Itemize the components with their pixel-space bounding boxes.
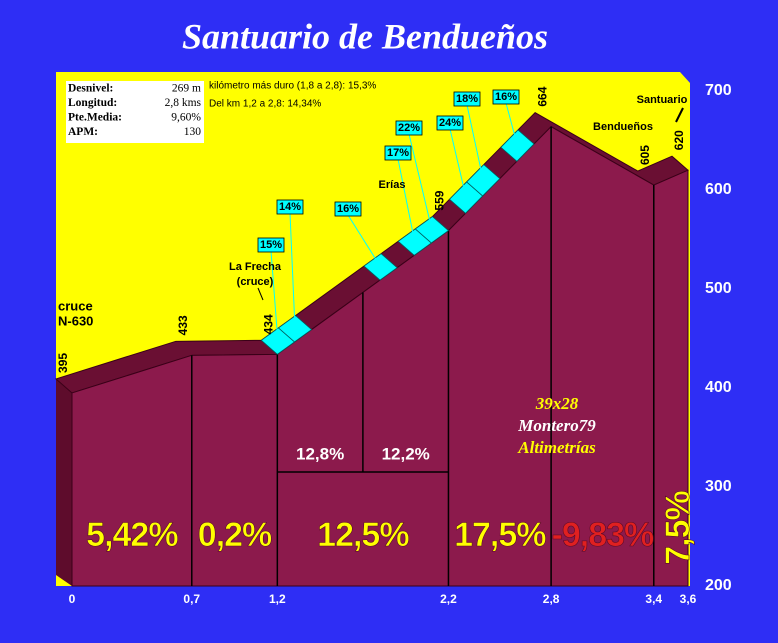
y-tick-label: 400 xyxy=(705,379,732,396)
x-tick-label: 2,8 xyxy=(543,592,560,606)
x-tick-label: 1,2 xyxy=(269,592,286,606)
steep-block xyxy=(260,327,296,355)
y-tick-label: 300 xyxy=(705,478,732,495)
leader-line xyxy=(289,212,296,329)
info-value: 269 m xyxy=(172,83,201,95)
y-tick-label: 700 xyxy=(705,82,732,99)
steep-label-box xyxy=(436,115,464,131)
steep-label: 16% xyxy=(337,203,359,215)
place-pointer xyxy=(675,107,684,123)
steep-label-box xyxy=(395,120,423,136)
grade-label: -9,83% xyxy=(552,516,654,554)
info-label: Pte.Media: xyxy=(68,112,122,124)
x-tick-label: 0,7 xyxy=(183,592,200,606)
leader-line xyxy=(466,104,484,181)
altitude-label: 395 xyxy=(56,353,70,373)
info-label: Longitud: xyxy=(68,97,117,109)
steep-label-box xyxy=(492,89,520,105)
steep-label: 16% xyxy=(495,91,517,103)
steep-label: 14% xyxy=(279,201,301,213)
note: kilómetro más duro (1,8 a 2,8): 15,3% xyxy=(209,81,376,92)
leader-line xyxy=(347,214,381,268)
place-label: (cruce) xyxy=(237,276,274,288)
info-value: 130 xyxy=(184,126,202,138)
note: Del km 1,2 a 2,8: 14,34% xyxy=(209,99,321,110)
place-label: Santuario xyxy=(637,94,688,106)
place-label: Bendueños xyxy=(593,121,653,133)
info-box xyxy=(66,81,204,143)
place-label: N-630 xyxy=(58,313,93,328)
altitude-label: 664 xyxy=(535,86,549,106)
steep-label: 22% xyxy=(398,122,420,134)
leader-line xyxy=(397,158,416,243)
x-tick-label: 2,2 xyxy=(440,592,457,606)
credit: Altimetrías xyxy=(517,438,596,457)
sub-grade-label: 12,2% xyxy=(382,444,430,463)
info-value: 2,8 kms xyxy=(165,97,202,109)
x-tick-label: 3,6 xyxy=(680,592,697,606)
steep-label: 24% xyxy=(439,117,461,129)
grade-label: 5,42% xyxy=(86,516,178,554)
credit: Montero79 xyxy=(517,416,596,435)
leader-line xyxy=(270,250,279,342)
leader-line xyxy=(505,102,518,146)
altitude-label: 620 xyxy=(672,130,686,150)
grade-label: 0,2% xyxy=(198,516,272,554)
place-label: Erías xyxy=(379,179,406,191)
info-value: 9,60% xyxy=(171,112,201,124)
sub-grade-label: 12,8% xyxy=(296,444,344,463)
steep-label: 17% xyxy=(387,147,409,159)
steep-label-box xyxy=(276,199,304,215)
place-label: cruce xyxy=(58,298,93,313)
altitude-label: 433 xyxy=(176,315,190,335)
altitude-label: 434 xyxy=(262,314,276,334)
y-tick-label: 600 xyxy=(705,181,732,198)
steep-block xyxy=(414,216,450,244)
profile-area xyxy=(71,126,689,587)
steep-label-box xyxy=(257,237,285,253)
chart-title: Santuario de Bendueños xyxy=(182,16,548,56)
x-tick-label: 3,4 xyxy=(645,592,662,606)
place-label: La Frecha xyxy=(229,261,282,273)
leader-line xyxy=(449,128,467,198)
grade-label: 17,5% xyxy=(454,516,546,554)
grade-label: 7,5% xyxy=(659,490,697,564)
altitude-label: 605 xyxy=(638,145,652,165)
credit: 39x28 xyxy=(535,394,579,413)
steep-label: 18% xyxy=(456,93,478,105)
x-tick-label: 0 xyxy=(69,592,76,606)
steep-label-box xyxy=(334,201,362,217)
altitude-label: 559 xyxy=(433,190,447,210)
info-label: APM: xyxy=(68,126,98,138)
leader-line xyxy=(408,133,433,230)
steep-label-box xyxy=(384,145,412,161)
side-face xyxy=(56,378,72,586)
steep-label-box xyxy=(453,91,481,107)
y-tick-label: 200 xyxy=(705,577,732,594)
grade-label: 12,5% xyxy=(317,516,409,554)
y-tick-label: 500 xyxy=(705,280,732,297)
place-pointer xyxy=(257,287,264,301)
steep-label: 15% xyxy=(260,239,282,251)
info-label: Desnivel: xyxy=(68,83,113,95)
